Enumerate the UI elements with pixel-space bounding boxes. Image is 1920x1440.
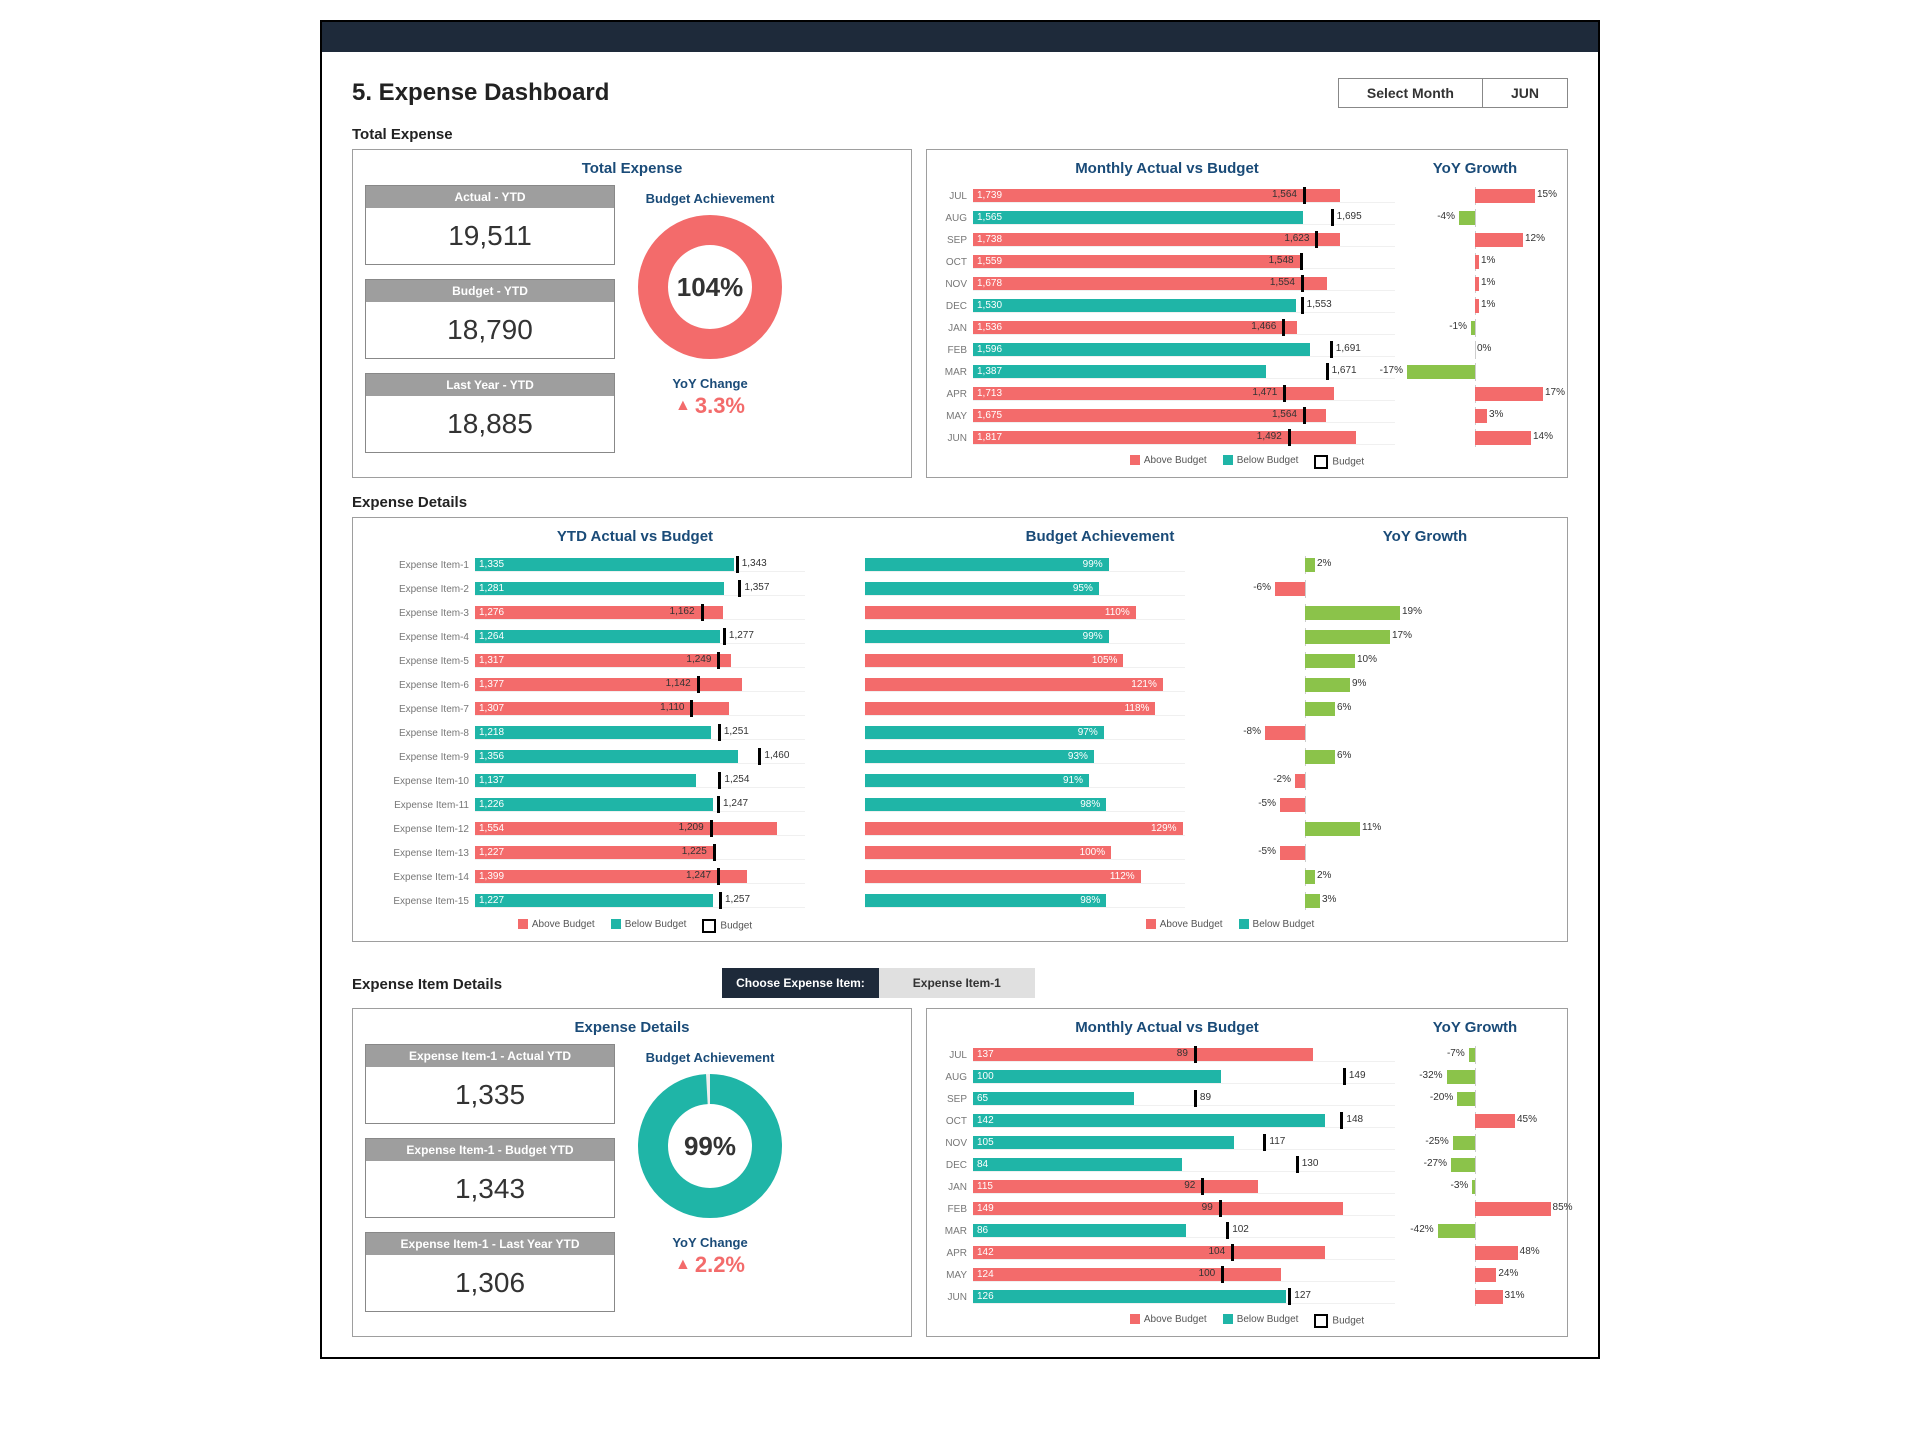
- details-chart: Expense Item-11,3351,34399%2%Expense Ite…: [365, 553, 1555, 913]
- item-panel-title: Expense Details: [365, 1019, 899, 1036]
- detail-row: Expense Item-71,3071,110118%6%: [365, 697, 1555, 721]
- kpi-box: Expense Item-1 - Actual YTD1,335: [365, 1044, 615, 1124]
- page-title: 5. Expense Dashboard: [352, 79, 609, 107]
- month-row: MAY12410024%: [939, 1264, 1555, 1286]
- monthly-title: Monthly Actual vs Budget: [939, 160, 1395, 177]
- total-months-chart: JUL1,7391,56415%AUG1,5651,695-4%SEP1,738…: [939, 185, 1555, 449]
- month-row: AUG1,5651,695-4%: [939, 207, 1555, 229]
- month-row: MAR1,3871,671-17%: [939, 361, 1555, 383]
- month-row: MAR86102-42%: [939, 1220, 1555, 1242]
- month-row: JUN12612731%: [939, 1286, 1555, 1308]
- month-row: SEP6589-20%: [939, 1088, 1555, 1110]
- total-kpi-column: Actual - YTD19,511 Budget - YTD18,790 Last…: [365, 185, 615, 453]
- section-item-title: Expense Item Details: [352, 976, 502, 993]
- chooser-value[interactable]: Expense Item-1: [879, 968, 1035, 998]
- month-row: SEP1,7381,62312%: [939, 229, 1555, 251]
- detail-row: Expense Item-31,2761,162110%19%: [365, 601, 1555, 625]
- detail-row: Expense Item-61,3771,142121%9%: [365, 673, 1555, 697]
- total-donut-column: Budget Achievement 104% YoY Change ▲3.3%: [635, 185, 785, 453]
- month-row: APR1,7131,47117%: [939, 383, 1555, 405]
- month-row: JUL1,7391,56415%: [939, 185, 1555, 207]
- month-selector-label: Select Month: [1339, 79, 1483, 107]
- detail-row: Expense Item-51,3171,249105%10%: [365, 649, 1555, 673]
- detail-row: Expense Item-131,2271,225100%-5%: [365, 841, 1555, 865]
- item-left-panel: Expense Details Expense Item-1 - Actual …: [352, 1008, 912, 1337]
- kpi-box: Actual - YTD19,511: [365, 185, 615, 265]
- kpi-box: Expense Item-1 - Last Year YTD1,306: [365, 1232, 615, 1312]
- month-row: JUL13789-7%: [939, 1044, 1555, 1066]
- detail-row: Expense Item-81,2181,25197%-8%: [365, 721, 1555, 745]
- donut-label: Budget Achievement: [646, 191, 775, 206]
- item-chooser[interactable]: Choose Expense Item: Expense Item-1: [722, 968, 1035, 998]
- month-row: APR14210448%: [939, 1242, 1555, 1264]
- yoy-label: YoY Change: [672, 376, 747, 391]
- month-row: OCT1,5591,5481%: [939, 251, 1555, 273]
- dashboard-page: 5. Expense Dashboard Select Month JUN To…: [320, 20, 1600, 1359]
- item-kpi-column: Expense Item-1 - Actual YTD1,335 Expense …: [365, 1044, 615, 1312]
- month-selector-value[interactable]: JUN: [1483, 79, 1567, 107]
- detail-row: Expense Item-111,2261,24798%-5%: [365, 793, 1555, 817]
- header-row: 5. Expense Dashboard Select Month JUN: [352, 78, 1568, 108]
- detail-row: Expense Item-41,2641,27799%17%: [365, 625, 1555, 649]
- detail-row: Expense Item-151,2271,25798%3%: [365, 889, 1555, 913]
- section-total-title: Total Expense: [352, 126, 1568, 143]
- detail-row: Expense Item-21,2811,35795%-6%: [365, 577, 1555, 601]
- top-bar: [322, 22, 1598, 52]
- detail-row: Expense Item-121,5541,209129%11%: [365, 817, 1555, 841]
- total-panel-title: Total Expense: [365, 160, 899, 177]
- detail-row: Expense Item-141,3991,247112%2%: [365, 865, 1555, 889]
- total-left-panel: Total Expense Actual - YTD19,511 Budget -…: [352, 149, 912, 478]
- item-right-panel: Monthly Actual vs Budget YoY Growth JUL1…: [926, 1008, 1568, 1337]
- month-row: FEB1499985%: [939, 1198, 1555, 1220]
- month-selector[interactable]: Select Month JUN: [1338, 78, 1568, 108]
- month-row: JAN11592-3%: [939, 1176, 1555, 1198]
- item-donut-column: Budget Achievement 99% YoY Change ▲2.2%: [635, 1044, 785, 1312]
- month-row: DEC84130-27%: [939, 1154, 1555, 1176]
- details-right-title: YoY Growth: [1295, 528, 1555, 545]
- item-row: Expense Details Expense Item-1 - Actual …: [352, 1008, 1568, 1337]
- section-details-title: Expense Details: [352, 494, 1568, 511]
- kpi-box: Expense Item-1 - Budget YTD1,343: [365, 1138, 615, 1218]
- total-legend: Above Budget Below Budget Budget: [939, 455, 1555, 469]
- total-row: Total Expense Actual - YTD19,511 Budget -…: [352, 149, 1568, 478]
- item-legend: Above Budget Below Budget Budget: [939, 1314, 1555, 1328]
- month-row: JUN1,8171,49214%: [939, 427, 1555, 449]
- details-left-title: YTD Actual vs Budget: [365, 528, 905, 545]
- donut-center-text: 104%: [635, 212, 785, 362]
- month-row: MAY1,6751,5643%: [939, 405, 1555, 427]
- month-row: OCT14214845%: [939, 1110, 1555, 1132]
- kpi-box: Last Year - YTD18,885: [365, 373, 615, 453]
- detail-row: Expense Item-91,3561,46093%6%: [365, 745, 1555, 769]
- month-row: AUG100149-32%: [939, 1066, 1555, 1088]
- item-months-chart: JUL13789-7%AUG100149-32%SEP6589-20%OCT14…: [939, 1044, 1555, 1308]
- kpi-box: Budget - YTD18,790: [365, 279, 615, 359]
- month-row: FEB1,5961,6910%: [939, 339, 1555, 361]
- month-row: NOV1,6781,5541%: [939, 273, 1555, 295]
- detail-row: Expense Item-101,1371,25491%-2%: [365, 769, 1555, 793]
- month-row: DEC1,5301,5531%: [939, 295, 1555, 317]
- month-row: NOV105117-25%: [939, 1132, 1555, 1154]
- total-right-panel: Monthly Actual vs Budget YoY Growth JUL1…: [926, 149, 1568, 478]
- chooser-label: Choose Expense Item:: [722, 968, 879, 998]
- total-donut: 104%: [635, 212, 785, 362]
- details-mid-title: Budget Achievement: [905, 528, 1295, 545]
- detail-row: Expense Item-11,3351,34399%2%: [365, 553, 1555, 577]
- item-donut: 99%: [635, 1071, 785, 1221]
- yoy-value: ▲3.3%: [675, 393, 745, 419]
- yoy-title: YoY Growth: [1395, 160, 1555, 177]
- details-panel: YTD Actual vs Budget Budget Achievement …: [352, 517, 1568, 942]
- month-row: JAN1,5361,466-1%: [939, 317, 1555, 339]
